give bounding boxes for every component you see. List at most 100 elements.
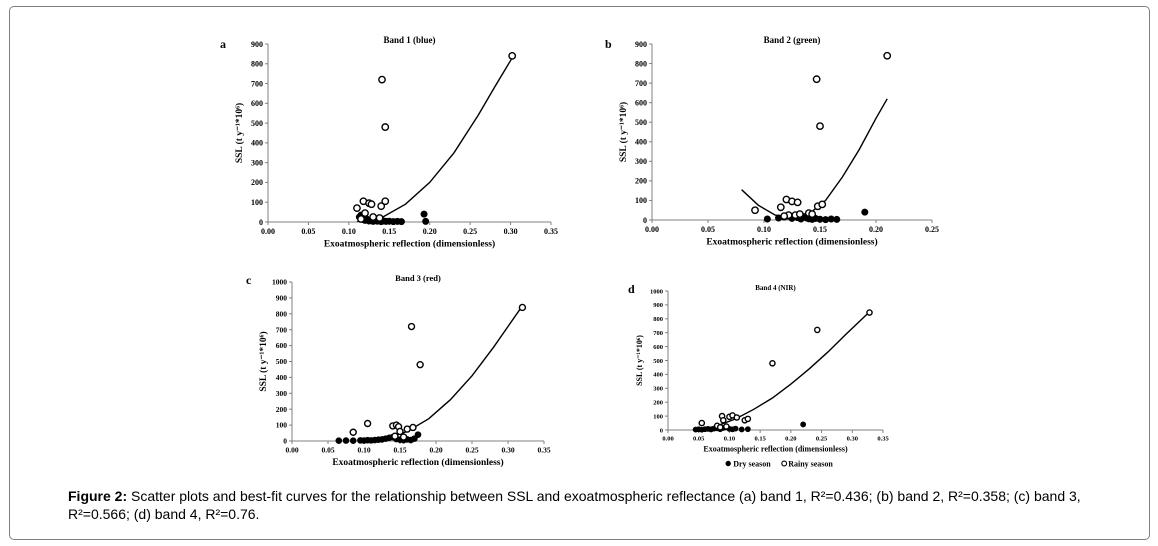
rainy-season-point (375, 214, 384, 222)
y-tick-label: 800 (653, 316, 663, 323)
dry-season-point (420, 210, 428, 218)
rainy-season-point (698, 419, 706, 427)
y-tick-label: 900 (251, 40, 263, 49)
chart-title: Band 2 (green) (764, 35, 821, 45)
y-tick-label: 300 (276, 389, 288, 398)
rainy-season-point (780, 212, 789, 220)
rainy-season-point (793, 198, 802, 207)
x-tick-label: 0.35 (544, 227, 558, 236)
rainy-season-point (795, 210, 804, 219)
y-axis-label: SSL (t y⁻¹*10⁶) (618, 102, 629, 162)
x-tick-label: 0.30 (847, 436, 858, 443)
x-tick-label: 0.10 (342, 227, 356, 236)
x-tick-label: 0.20 (869, 225, 883, 234)
dry-season-point (732, 425, 739, 432)
x-tick-label: 0.20 (429, 446, 442, 455)
rainy-season-point (769, 359, 776, 367)
rainy-season-point (733, 414, 741, 421)
rainy-season-point (357, 215, 365, 223)
panel-label: a (220, 37, 226, 51)
panel-label: c (246, 273, 252, 287)
legend-rainy-label: Rainy season (788, 460, 833, 469)
figure-frame (9, 6, 1150, 540)
rainy-season-point (866, 309, 873, 316)
y-tick-label: 900 (276, 294, 288, 303)
y-tick-label: 900 (635, 40, 647, 49)
dry-season-point (414, 431, 422, 438)
rainy-season-point (369, 213, 378, 221)
rainy-season-point (361, 209, 369, 218)
rainy-season-point (813, 326, 821, 334)
best-fit-curve (356, 57, 513, 222)
y-tick-label: 100 (635, 196, 647, 205)
rainy-season-point (363, 419, 372, 428)
rainy-season-point (751, 206, 759, 215)
y-axis-label: SSL (t y⁻¹*10⁶) (234, 103, 245, 163)
panel-label: d (628, 282, 635, 296)
rainy-season-point (719, 416, 727, 424)
chart-title: Band 1 (blue) (383, 35, 435, 45)
rainy-season-point (776, 203, 785, 212)
y-axis-label: SSL (t y⁻¹*10⁶) (635, 335, 644, 386)
x-axis-label: Exoatmospheric reflection (dimensionless… (324, 239, 495, 250)
y-tick-label: 500 (635, 118, 647, 127)
x-tick-label: 0.20 (785, 436, 796, 443)
best-fit-curve (363, 305, 523, 441)
y-tick-label: 300 (635, 157, 647, 166)
chart-panel-d: d Band 4 (NIR) 0 100 200 300 400 500 600 700 800 90… (620, 282, 910, 478)
dry-season-point (342, 437, 350, 444)
x-tick-label: 0.00 (285, 446, 298, 455)
y-tick-label: 500 (653, 358, 663, 365)
y-tick-label: 800 (635, 59, 647, 68)
x-tick-label: 0.15 (754, 436, 766, 443)
caption-label: Figure 2: (68, 488, 128, 504)
scatter-chart-a: a Band 1 (blue) 0 100 200 300 400 500 600 700 800 9… (220, 35, 558, 250)
y-tick-label: 400 (635, 138, 647, 147)
rainy-season-point (353, 204, 361, 213)
y-tick-label: 100 (653, 413, 663, 420)
x-tick-label: 0.10 (724, 436, 735, 443)
y-tick-label: 0 (259, 218, 263, 227)
x-tick-label: 0.35 (877, 436, 889, 443)
y-tick-label: 700 (251, 79, 263, 88)
x-tick-label: 0.15 (382, 227, 396, 236)
rainy-season-point (367, 200, 376, 209)
y-tick-label: 800 (276, 309, 288, 318)
dry-season-point (335, 437, 343, 444)
x-tick-label: 0.25 (463, 227, 477, 236)
x-tick-label: 0.05 (321, 446, 334, 455)
rainy-season-point (391, 432, 399, 440)
y-tick-label: 500 (251, 119, 263, 128)
y-tick-label: 600 (251, 99, 263, 108)
x-tick-label: 0.20 (423, 227, 437, 236)
legend-dry-label: Dry season (733, 460, 771, 469)
x-tick-label: 0.00 (662, 436, 673, 443)
dry-season-point (800, 421, 807, 428)
rainy-season-point (407, 322, 416, 331)
y-tick-label: 0 (283, 437, 287, 446)
x-tick-label: 0.30 (504, 227, 518, 236)
x-tick-label: 0.00 (645, 225, 659, 234)
x-tick-label: 0.25 (925, 225, 939, 234)
rainy-season-point (812, 75, 821, 84)
legend-rainy-marker (781, 460, 788, 467)
legend-dry-marker (725, 460, 731, 467)
rainy-season-point (818, 200, 827, 209)
x-axis-label: Exoatmospheric reflection (dimensionless… (706, 237, 877, 248)
y-tick-label: 400 (653, 372, 663, 379)
x-tick-label: 0.10 (757, 225, 771, 234)
y-tick-label: 400 (251, 139, 263, 148)
y-tick-label: 700 (653, 330, 663, 337)
dry-season-point (397, 218, 405, 226)
rainy-season-point (508, 51, 517, 60)
caption-text: Scatter plots and best-fit curves for th… (68, 488, 1081, 522)
rainy-season-point (399, 433, 408, 441)
panel-label: b (605, 37, 612, 51)
best-fit-curve (698, 311, 870, 430)
y-tick-label: 300 (251, 158, 263, 167)
x-tick-label: 0.30 (501, 446, 514, 455)
dry-season-point (422, 217, 430, 225)
scatter-chart-d: d Band 4 (NIR) 0 100 200 300 400 500 600 700 800 90… (628, 282, 889, 469)
y-tick-label: 1000 (272, 278, 287, 287)
x-tick-label: 0.25 (816, 436, 828, 443)
